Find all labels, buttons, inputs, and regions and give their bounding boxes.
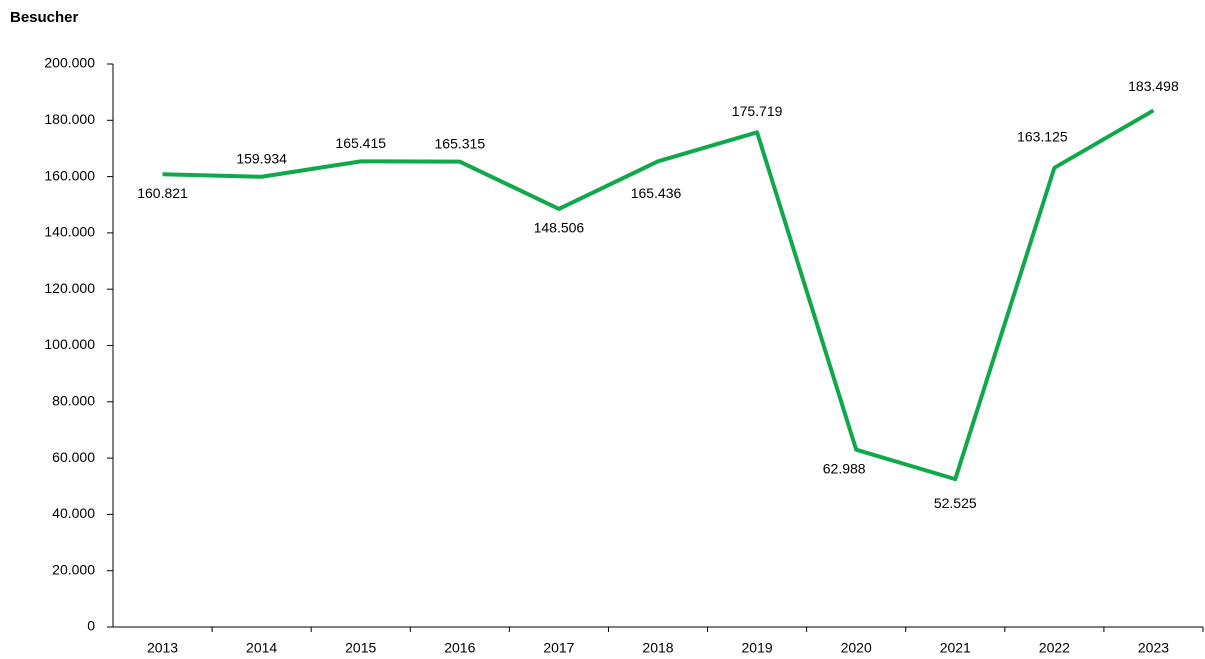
y-tick-label: 200.000	[44, 55, 95, 71]
y-tick-label: 80.000	[52, 393, 95, 409]
data-label: 175.719	[732, 103, 783, 119]
x-tick-label: 2019	[742, 640, 773, 656]
x-tick-label: 2015	[345, 640, 376, 656]
data-label: 52.525	[934, 495, 977, 511]
y-tick-label: 180.000	[44, 111, 95, 127]
y-tick-label: 120.000	[44, 280, 95, 296]
line	[162, 108, 1155, 482]
chart-title: Besucher	[10, 9, 79, 26]
data-label: 165.315	[435, 135, 486, 151]
x-tick-label: 2022	[1039, 640, 1070, 656]
y-tick-label: 0	[87, 618, 95, 634]
data-label: 160.821	[137, 185, 188, 201]
x-tick-label: 2017	[543, 640, 574, 656]
y-tick-label: 140.000	[44, 224, 95, 240]
y-tick-label: 60.000	[52, 449, 95, 465]
data-label: 148.506	[534, 220, 585, 236]
y-tick-label: 20.000	[52, 561, 95, 577]
data-label: 165.415	[335, 135, 386, 151]
data-label: 159.934	[236, 150, 287, 166]
x-tick-label: 2013	[147, 640, 178, 656]
x-tick-label: 2014	[246, 640, 277, 656]
x-tick-label: 2016	[444, 640, 475, 656]
x-tick-label: 2020	[841, 640, 872, 656]
data-label: 163.125	[1017, 129, 1068, 145]
x-tick-label: 2018	[642, 640, 673, 656]
y-tick-label: 160.000	[44, 167, 95, 183]
data-label: 62.988	[823, 460, 866, 476]
y-tick-label: 40.000	[52, 505, 95, 521]
data-label: 165.436	[631, 185, 682, 201]
x-tick-label: 2023	[1138, 640, 1169, 656]
x-tick-label: 2021	[940, 640, 971, 656]
data-label: 183.498	[1128, 78, 1179, 94]
y-tick-label: 100.000	[44, 336, 95, 352]
